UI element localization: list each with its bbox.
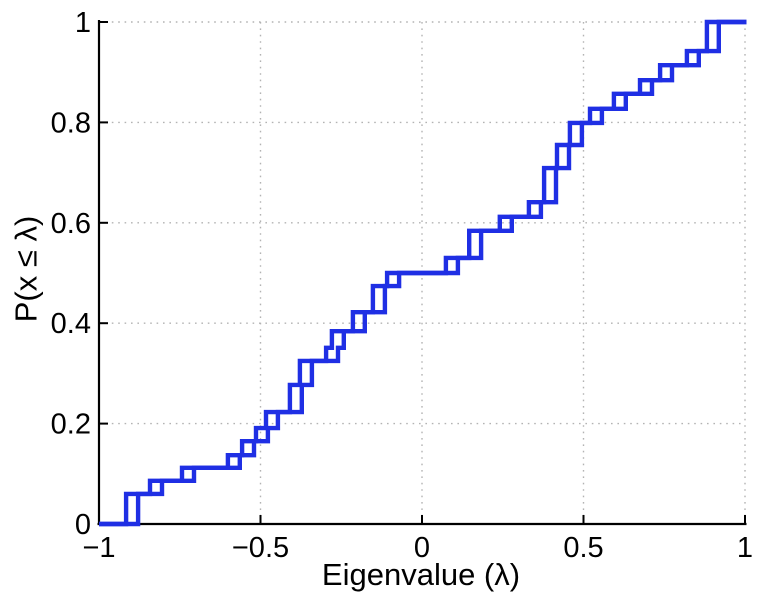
x-tick-label: 0 [414, 532, 430, 564]
y-tick-label: 0.6 [51, 208, 91, 240]
x-tick-label: 1 [737, 532, 753, 564]
ecdf-curve-a [99, 19, 747, 527]
y-tick-label: 0.4 [51, 308, 91, 340]
x-tick-label: 0.5 [563, 532, 603, 564]
y-axis-label: P(x ≤ λ) [8, 215, 44, 323]
y-tick-label: 0.2 [51, 409, 91, 441]
ecdf-curve-b [99, 19, 747, 527]
x-tick-label: −1 [82, 532, 115, 564]
y-tick-label: 1 [75, 7, 91, 39]
x-axis-label: Eigenvalue (λ) [321, 557, 521, 592]
y-tick-label: 0.8 [51, 107, 91, 139]
x-tick-label: −0.5 [232, 532, 289, 564]
y-tick-label: 0 [75, 509, 91, 541]
